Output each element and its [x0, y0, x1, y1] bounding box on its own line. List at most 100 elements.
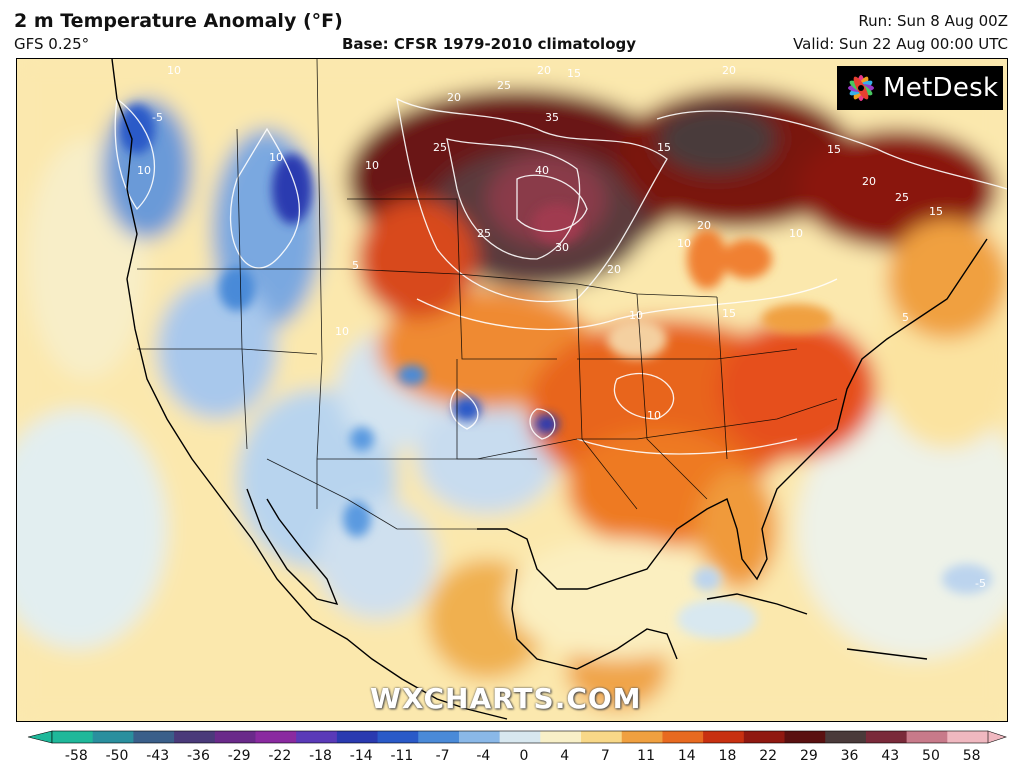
colorbar-segment — [947, 731, 989, 743]
contour-label: 10 — [365, 159, 379, 172]
contour-label: 10 — [789, 227, 803, 240]
map-canvas: 10 -5 10 10 10 20 25 20 25 15 35 40 30 2… — [17, 59, 1007, 721]
contour-label: 25 — [477, 227, 491, 240]
contour-label: 40 — [535, 164, 549, 177]
colorbar-segment — [662, 731, 704, 743]
colorbar-tick-label: -4 — [476, 748, 491, 764]
colorbar-tick-label: 4 — [560, 748, 570, 764]
metdesk-flower-icon — [848, 75, 874, 101]
colorbar-tick-label: 11 — [637, 748, 655, 764]
colorbar-segment — [499, 731, 541, 743]
contour-label-group: 10 -5 10 10 10 20 25 20 25 15 35 40 30 2… — [137, 64, 986, 590]
colorbar-border — [51, 730, 989, 744]
contour-label: 20 — [697, 219, 711, 232]
contour-label: 20 — [447, 91, 461, 104]
colorbar: -58 -50 -43 -36 -29 -22 -18 -14 -11 -7 -4 0 4 7 11 14 18… — [16, 728, 1008, 784]
colorbar-segment — [540, 731, 582, 743]
colorbar-segment — [255, 731, 297, 743]
colorbar-max-arrow — [987, 730, 1007, 744]
colorbar-tick-label: -18 — [309, 748, 332, 764]
contour-label: 10 — [167, 64, 181, 77]
contour-label: 20 — [862, 175, 876, 188]
colorbar-segment — [865, 731, 908, 743]
colorbar-tick-label: 29 — [799, 748, 818, 764]
colorbar-tick-label: -22 — [268, 748, 292, 764]
colorbar-segment — [296, 731, 338, 743]
colorbar-segment — [784, 731, 826, 743]
contour-label: 10 — [335, 325, 349, 338]
colorbar-segment — [703, 731, 745, 743]
colorbar-tick-label: -7 — [435, 748, 450, 764]
colorbar-segment — [418, 731, 460, 743]
base-climatology-label: Base: CFSR 1979-2010 climatology — [342, 35, 637, 53]
colorbar-segment — [458, 731, 501, 743]
colorbar-min-arrow — [27, 730, 53, 744]
colorbar-segment — [92, 731, 134, 743]
colorbar-segment — [581, 731, 623, 743]
contour-label: 25 — [895, 191, 909, 204]
colorbar-tick-label: -50 — [105, 748, 129, 764]
contour-label: 10 — [647, 409, 661, 422]
colorbar-segment — [214, 731, 256, 743]
contour-label: 30 — [555, 241, 569, 254]
colorbar-tick-label: 14 — [677, 748, 696, 764]
colorbar-tick-label: -29 — [227, 748, 251, 764]
chart-title: 2 m Temperature Anomaly (°F) — [14, 10, 343, 32]
contour-label: 10 — [677, 237, 691, 250]
contour-label: 20 — [722, 64, 736, 77]
colorbar-tick-label: 58 — [962, 748, 981, 764]
colorbar-tick-label: 0 — [519, 748, 529, 764]
contour-label: 15 — [657, 141, 671, 154]
coastlines — [111, 59, 988, 720]
colorbar-tick-label: -11 — [390, 748, 414, 764]
contour-label: 15 — [722, 307, 736, 320]
colorbar-strip — [27, 730, 1007, 744]
wxcharts-watermark: WXCHARTS.COM — [370, 682, 642, 715]
anomaly-map: 10 -5 10 10 10 20 25 20 25 15 35 40 30 2… — [16, 58, 1008, 722]
colorbar-segment — [377, 731, 419, 743]
contour-label: 15 — [567, 67, 581, 80]
contour-label: 20 — [607, 263, 621, 276]
contour-label: 25 — [433, 141, 447, 154]
metdesk-logo: MetDesk — [837, 66, 1003, 110]
colorbar-segment — [743, 731, 786, 743]
colorbar-segment — [174, 731, 216, 743]
colorbar-tick-label: 7 — [600, 748, 610, 764]
colorbar-segment — [906, 731, 948, 743]
colorbar-segment — [52, 731, 94, 743]
contour-label: 10 — [269, 151, 283, 164]
contour-label: 10 — [137, 164, 151, 177]
colorbar-segment — [825, 731, 867, 743]
contour-label: 5 — [902, 311, 909, 324]
colorbar-tick-label: -58 — [64, 748, 88, 764]
colorbar-tick-label: -43 — [146, 748, 170, 764]
contour-label: 15 — [827, 143, 841, 156]
colorbar-segment — [621, 731, 663, 743]
colorbar-tick-label: -14 — [349, 748, 373, 764]
colorbar-tick-label: 50 — [922, 748, 940, 764]
model-label: GFS 0.25° — [14, 35, 90, 53]
colorbar-segment — [336, 731, 379, 743]
contour-label: 10 — [629, 309, 643, 322]
contour-label: 20 — [537, 64, 551, 77]
contour-label: 15 — [929, 205, 943, 218]
metdesk-logo-text: MetDesk — [883, 73, 999, 103]
contour-label: 35 — [545, 111, 559, 124]
anomaly-fill — [17, 59, 1007, 721]
colorbar-segment — [133, 731, 175, 743]
contour-label: 5 — [352, 259, 359, 272]
contour-label: -5 — [975, 577, 986, 590]
state-borders — [137, 59, 838, 530]
colorbar-ticks: -58 -50 -43 -36 -29 -22 -18 -14 -11 -7 -4 0 4 7 11 14 18… — [16, 748, 1008, 768]
colorbar-tick-label: 36 — [840, 748, 859, 764]
contour-label: 25 — [497, 79, 511, 92]
colorbar-tick-label: -36 — [186, 748, 210, 764]
anomaly-contours — [114, 97, 1007, 455]
contour-label: -5 — [152, 111, 163, 124]
colorbar-tick-label: 43 — [881, 748, 900, 764]
colorbar-tick-label: 22 — [759, 748, 778, 764]
run-time-label: Run: Sun 8 Aug 00Z — [858, 12, 1008, 30]
colorbar-tick-label: 18 — [718, 748, 737, 764]
valid-time-label: Valid: Sun 22 Aug 00:00 UTC — [793, 35, 1008, 53]
header: 2 m Temperature Anomaly (°F) GFS 0.25° B… — [0, 0, 1024, 58]
